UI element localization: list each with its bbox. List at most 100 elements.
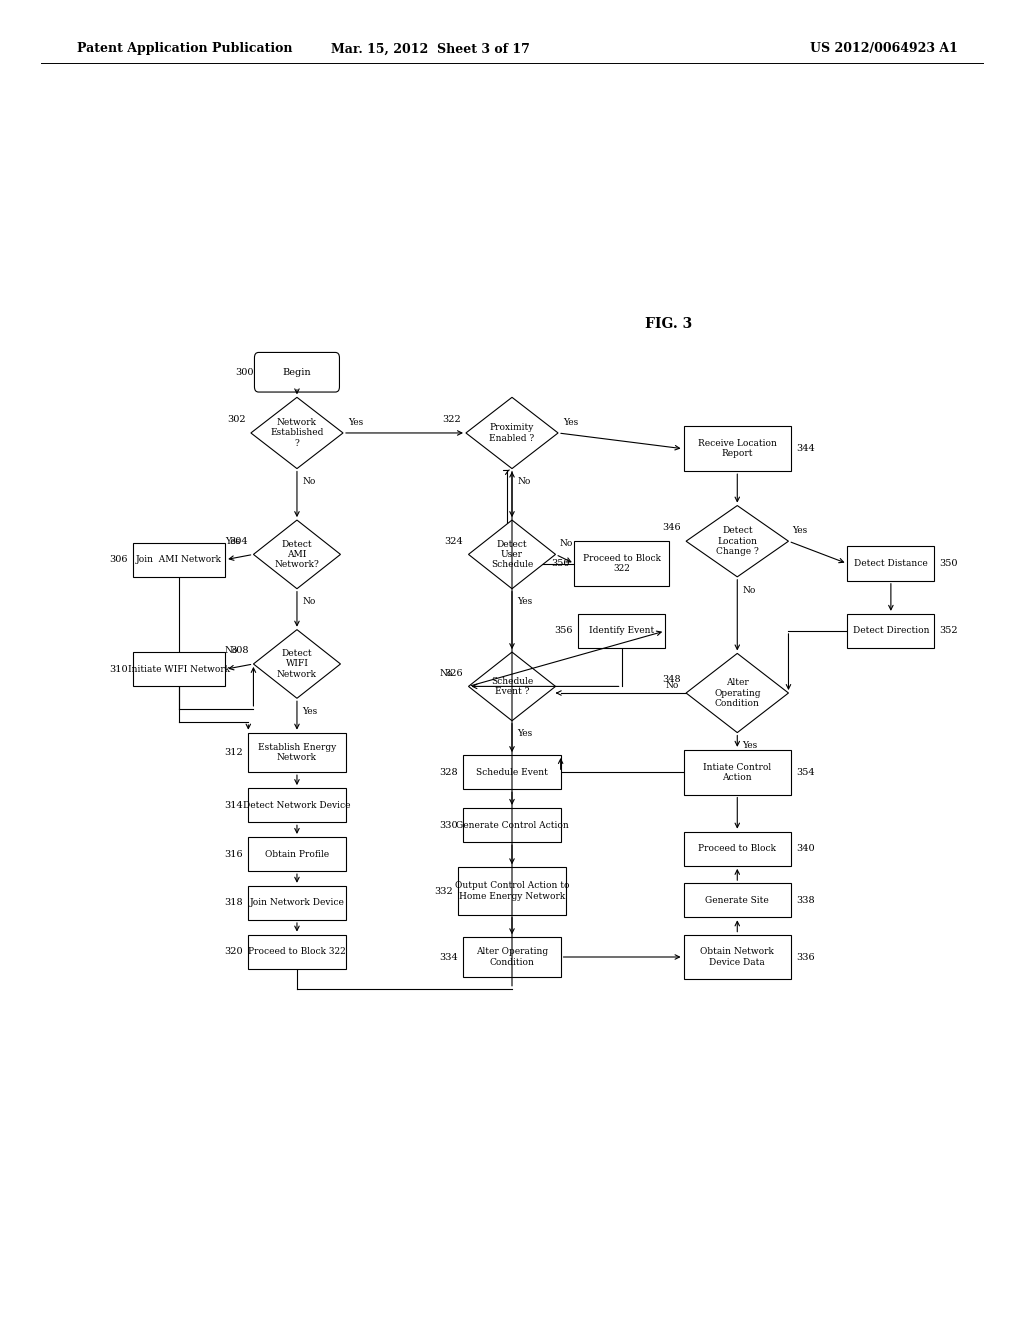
Bar	[248, 733, 346, 772]
Text: No: No	[224, 647, 239, 655]
Text: Proceed to Block 322: Proceed to Block 322	[248, 948, 346, 956]
Polygon shape	[253, 520, 340, 589]
Text: 336: 336	[797, 953, 815, 961]
Text: Network
Established
?: Network Established ?	[270, 418, 324, 447]
Text: Detect
User
Schedule: Detect User Schedule	[490, 540, 534, 569]
Text: Establish Energy
Network: Establish Energy Network	[258, 743, 336, 762]
Bar	[684, 935, 791, 979]
Text: 318: 318	[224, 899, 244, 907]
Text: No: No	[517, 478, 530, 486]
Text: Detect
AMI
Network?: Detect AMI Network?	[274, 540, 319, 569]
Text: 320: 320	[224, 948, 244, 956]
Text: 352: 352	[940, 627, 958, 635]
Bar	[133, 543, 225, 577]
Text: Detect Direction: Detect Direction	[853, 627, 929, 635]
Text: Generate Site: Generate Site	[706, 896, 769, 904]
Text: Detect
WIFI
Network: Detect WIFI Network	[276, 649, 317, 678]
Text: 304: 304	[229, 537, 248, 545]
Text: No: No	[559, 540, 573, 548]
Bar	[848, 614, 934, 648]
Bar	[248, 935, 346, 969]
Text: 324: 324	[444, 537, 463, 545]
Text: Detect Distance: Detect Distance	[854, 560, 928, 568]
Text: Patent Application Publication: Patent Application Publication	[77, 42, 292, 55]
Text: Obtain Profile: Obtain Profile	[265, 850, 329, 858]
Text: 300: 300	[234, 368, 254, 376]
Text: Yes: Yes	[224, 537, 240, 545]
Text: Yes: Yes	[793, 527, 808, 535]
Text: 330: 330	[439, 821, 459, 829]
Text: 340: 340	[797, 845, 815, 853]
Text: Proceed to Block
322: Proceed to Block 322	[583, 554, 660, 573]
Bar	[684, 832, 791, 866]
Text: 314: 314	[224, 801, 244, 809]
Text: Generate Control Action: Generate Control Action	[456, 821, 568, 829]
Polygon shape	[686, 653, 788, 733]
Text: No: No	[666, 681, 679, 689]
FancyBboxPatch shape	[254, 352, 340, 392]
Polygon shape	[253, 630, 340, 698]
Text: Proceed to Block: Proceed to Block	[698, 845, 776, 853]
Text: Alter
Operating
Condition: Alter Operating Condition	[714, 678, 761, 708]
Text: Detect
Location
Change ?: Detect Location Change ?	[716, 527, 759, 556]
Text: 310: 310	[110, 665, 128, 673]
Text: 348: 348	[663, 676, 681, 684]
Text: 322: 322	[442, 416, 461, 424]
Polygon shape	[466, 397, 558, 469]
Text: Proximity
Enabled ?: Proximity Enabled ?	[489, 424, 535, 442]
Text: 354: 354	[797, 768, 815, 776]
Bar	[684, 883, 791, 917]
Text: 350: 350	[551, 560, 569, 568]
Bar	[248, 788, 346, 822]
Text: 332: 332	[434, 887, 453, 895]
Text: 334: 334	[439, 953, 459, 961]
Text: No: No	[302, 598, 315, 606]
Text: Yes: Yes	[302, 708, 317, 715]
Bar	[133, 652, 225, 686]
Text: Mar. 15, 2012  Sheet 3 of 17: Mar. 15, 2012 Sheet 3 of 17	[331, 42, 529, 55]
Text: Receive Location
Report: Receive Location Report	[697, 440, 777, 458]
Text: Begin: Begin	[283, 368, 311, 376]
Text: No: No	[742, 586, 756, 594]
Text: Yes: Yes	[742, 742, 758, 750]
Text: Intiate Control
Action: Intiate Control Action	[703, 763, 771, 781]
Bar	[684, 426, 791, 471]
Text: Yes: Yes	[517, 598, 532, 606]
Text: 306: 306	[110, 556, 128, 564]
Text: 326: 326	[444, 669, 463, 677]
Bar	[684, 750, 791, 795]
Bar	[459, 867, 565, 915]
Bar	[463, 808, 561, 842]
Bar	[463, 937, 561, 977]
Text: Yes: Yes	[563, 418, 579, 426]
Text: 344: 344	[797, 445, 815, 453]
Text: 312: 312	[224, 748, 244, 756]
Polygon shape	[251, 397, 343, 469]
Polygon shape	[469, 652, 555, 721]
Text: Schedule Event: Schedule Event	[476, 768, 548, 776]
Text: Obtain Network
Device Data: Obtain Network Device Data	[700, 948, 774, 966]
Text: Alter Operating
Condition: Alter Operating Condition	[476, 948, 548, 966]
Text: Identify Event: Identify Event	[589, 627, 654, 635]
Text: US 2012/0064923 A1: US 2012/0064923 A1	[810, 42, 957, 55]
Bar	[463, 755, 561, 789]
Text: Output Control Action to
Home Energy Network: Output Control Action to Home Energy Net…	[455, 882, 569, 900]
Text: 316: 316	[224, 850, 244, 858]
Bar	[578, 614, 666, 648]
Polygon shape	[686, 506, 788, 577]
Bar	[848, 546, 934, 581]
Text: 350: 350	[940, 560, 958, 568]
Bar	[574, 541, 669, 586]
Text: Detect Network Device: Detect Network Device	[244, 801, 350, 809]
Text: 302: 302	[227, 416, 246, 424]
Text: Join  AMI Network: Join AMI Network	[136, 556, 222, 564]
Text: 308: 308	[229, 647, 248, 655]
Text: Schedule
Event ?: Schedule Event ?	[490, 677, 534, 696]
Text: FIG. 3: FIG. 3	[645, 317, 692, 331]
Text: 346: 346	[663, 524, 681, 532]
Text: No: No	[302, 478, 315, 486]
Text: Initiate WIFI Network: Initiate WIFI Network	[128, 665, 230, 673]
Bar	[248, 886, 346, 920]
Text: Join Network Device: Join Network Device	[250, 899, 344, 907]
Text: 356: 356	[554, 627, 573, 635]
